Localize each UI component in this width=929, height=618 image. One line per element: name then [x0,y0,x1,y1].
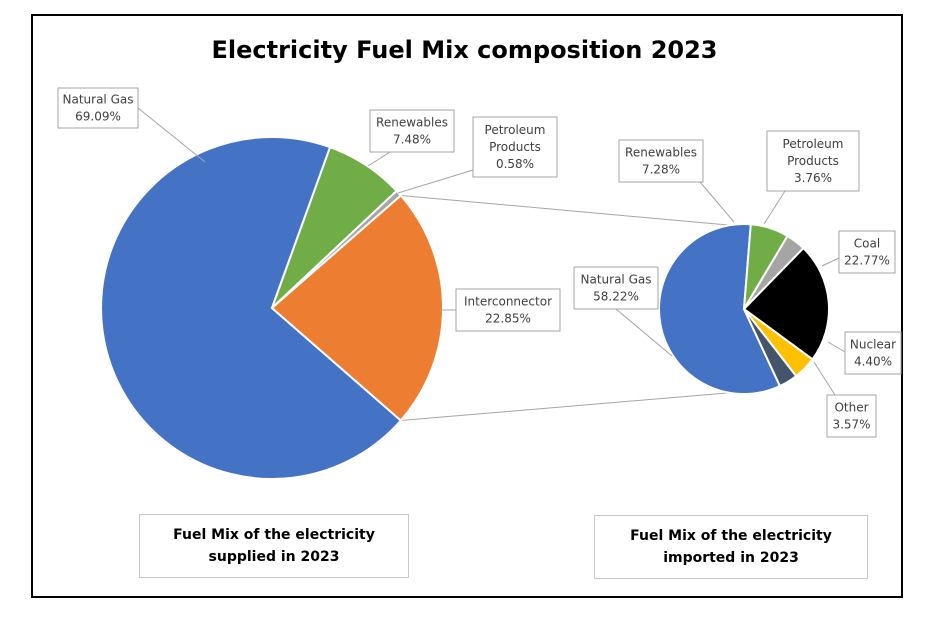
data-label-imported-nuclear: Nuclear 4.40% [827,331,902,375]
label-value: 58.22% [593,290,639,304]
leader-line [397,169,474,194]
label-box [766,130,860,192]
data-label-imported-petroleum-products: Petroleum Products 3.76% [763,130,860,225]
label-category: Interconnector [464,295,552,309]
data-label-supplied-natural-gas: Natural Gas 69.09% [57,87,206,163]
label-value: 3.76% [794,171,832,185]
connector-line-bottom [400,391,740,421]
label-category: Renewables [376,116,448,130]
label-box [455,288,561,332]
leader-line [137,107,206,163]
label-category: Petroleum [783,137,844,151]
caption-supplied-text: Fuel Mix of the electricity supplied in … [173,527,375,565]
data-label-imported-renewables: Renewables 7.28% [618,139,735,223]
leader-line [367,151,391,167]
label-category: Nuclear [850,338,896,352]
caption-supplied: Fuel Mix of the electricity supplied in … [139,514,409,578]
label-value: 22.77% [844,254,890,268]
data-label-supplied-petroleum-products: Petroleum Products 0.58% [397,116,558,194]
data-label-supplied-renewables: Renewables 7.48% [367,109,455,167]
label-box [57,87,139,129]
label-category: Products [489,140,541,154]
label-category: Petroleum [485,123,546,137]
label-category: Coal [854,237,880,251]
leader-line [763,190,786,225]
pie-supplied [100,136,444,480]
chart-title: Electricity Fuel Mix composition 2023 [211,36,718,64]
label-box [573,266,659,310]
leader-line [827,341,846,353]
label-value: 22.85% [485,312,531,326]
label-box [838,230,896,274]
label-category: Natural Gas [63,93,134,107]
label-value: 3.57% [832,418,870,432]
caption-imported-text: Fuel Mix of the electricity imported in … [630,528,832,566]
leader-line [615,308,673,357]
data-label-imported-coal: Coal 22.77% [821,230,896,274]
slice-imported-coal [742,246,830,361]
label-category: Renewables [625,146,697,160]
leader-line [821,257,840,267]
label-value: 69.09% [75,110,121,124]
data-label-imported-other: Other 3.57% [813,361,877,438]
connector-line-top [400,195,740,227]
label-box [369,109,455,153]
leader-line [699,181,735,223]
label-category: Natural Gas [581,273,652,287]
data-label-imported-natural-gas: Natural Gas 58.22% [573,266,673,357]
label-value: 4.40% [854,355,892,369]
label-box [826,394,877,438]
caption-imported: Fuel Mix of the electricity imported in … [594,515,868,579]
slice-imported-other [743,308,798,388]
label-category: Products [787,154,839,168]
label-box [844,331,902,375]
leader-line [813,361,836,396]
slice-imported-natural-gas [658,223,782,395]
label-value: 7.28% [642,163,680,177]
label-box [618,139,704,183]
slice-supplied-natural-gas [100,136,403,480]
label-value: 7.48% [393,133,431,147]
label-value: 0.58% [496,157,534,171]
pie-imported [658,223,830,395]
label-box [472,116,558,178]
label-category: Other [834,401,868,415]
data-label-supplied-interconnector: Interconnector 22.85% [440,288,561,332]
slice-supplied-interconnector [270,194,444,422]
